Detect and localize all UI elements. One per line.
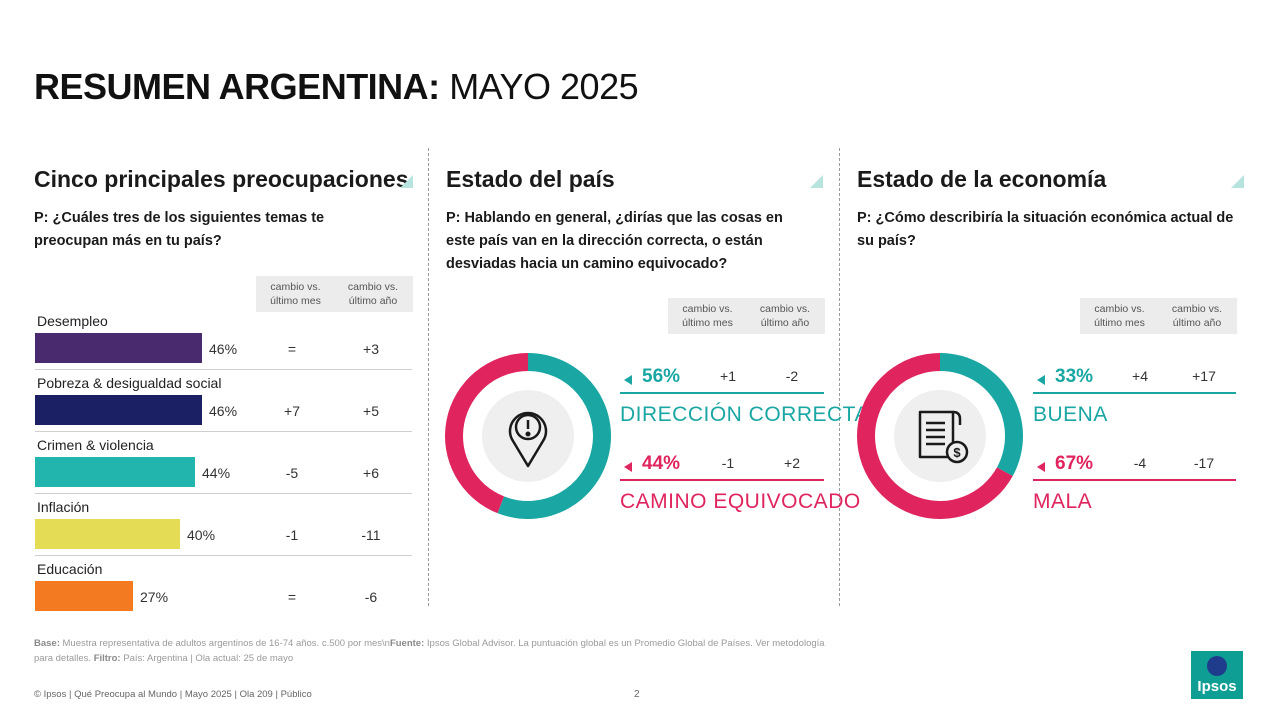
bar-value-label: 46% [209, 341, 238, 357]
footnote-source-text: Ipsos Global Advisor. La puntuación glob… [34, 638, 825, 664]
bar-value-label: 46% [209, 403, 238, 419]
legend-underline [1033, 392, 1236, 394]
legend-value: 67% [1055, 453, 1094, 474]
bar-value-label: 27% [140, 589, 169, 605]
economy-donut-chart: $ [857, 353, 1023, 519]
invoice-dollar-icon: $ [918, 410, 969, 464]
economy-question: P: ¿Cómo describiría la situación económ… [857, 210, 1234, 249]
country-question: P: Hablando en general, ¿dirías que las … [446, 210, 783, 272]
legend-arrow-icon [624, 462, 632, 472]
bar-label: Pobreza & desigualdad social [37, 375, 222, 391]
legend-change-year: +2 [784, 455, 800, 471]
legend-change-month: +4 [1132, 368, 1148, 384]
legend-arrow-icon [624, 375, 632, 385]
bar-value-label: 44% [202, 465, 231, 481]
change-year-header: cambio vs. último año [1157, 298, 1237, 334]
change-month-header: cambio vs. último mes [668, 298, 747, 334]
footnote-base-text: Muestra representativa de adultos argent… [62, 638, 390, 649]
bar-change-year: +3 [363, 341, 379, 357]
change-year-header: cambio vs. último año [333, 276, 413, 312]
coin [945, 440, 969, 464]
corner-icon [400, 175, 413, 188]
legend-change-month: -4 [1133, 455, 1147, 471]
change-month-header: cambio vs. último mes [256, 276, 335, 312]
country-donut-chart [445, 353, 611, 519]
change-year-header: cambio vs. último año [745, 298, 825, 334]
bar-change-year: +6 [363, 465, 379, 481]
legend-label: DIRECCIÓN CORRECTA [620, 403, 869, 426]
bar [35, 519, 180, 549]
bar-change-year: -11 [361, 527, 381, 543]
ipsos-logo: Ipsos [1191, 651, 1243, 699]
bar [35, 333, 202, 363]
footnote-base-label: Base: [34, 638, 60, 649]
bar-label: Crimen & violencia [37, 437, 154, 453]
row-divider [35, 493, 412, 494]
legend-underline [1033, 479, 1236, 481]
bar-label: Inflación [37, 499, 90, 515]
bar-change-month: -1 [285, 527, 299, 543]
footnote-source-label: Fuente: [389, 638, 425, 649]
dollar-sign: $ [953, 445, 961, 460]
logo-text: Ipsos [1197, 678, 1237, 695]
legend-arrow-icon [1037, 375, 1045, 385]
legend-change-year: -17 [1193, 455, 1215, 471]
bar-change-year: +5 [363, 403, 379, 419]
corner-icon [1231, 175, 1244, 188]
bar-value-label: 40% [187, 527, 216, 543]
bar-change-month: +7 [284, 403, 300, 419]
legend-underline [620, 479, 824, 481]
legend-change-year: -2 [785, 368, 799, 384]
bar [35, 457, 195, 487]
row-divider [35, 431, 412, 432]
bar-change-month: -5 [285, 465, 299, 481]
bar-label: Educación [37, 561, 103, 577]
bar-change-month: = [287, 589, 297, 605]
corner-icon [810, 175, 823, 188]
legend-arrow-icon [1037, 462, 1045, 472]
page-title-bold: RESUMEN ARGENTINA: [34, 66, 440, 107]
legend-value: 56% [642, 366, 681, 387]
legend-value: 44% [642, 453, 681, 474]
page-title: RESUMEN ARGENTINA: MAYO 2025 [34, 66, 639, 108]
divider [428, 148, 429, 606]
logo-mark-icon [1207, 656, 1227, 676]
page-title-date: MAYO 2025 [449, 66, 639, 107]
footnote-filter-label: Filtro: [93, 653, 121, 664]
page-number: 2 [634, 689, 640, 700]
row-divider [35, 555, 412, 556]
pin-outline [508, 411, 548, 468]
footnote: Base: Muestra representativa de adultos … [34, 636, 844, 666]
legend-value: 33% [1055, 366, 1094, 387]
legend-underline [620, 392, 824, 394]
bar-change-year: -6 [364, 589, 378, 605]
footer-text: © Ipsos | Qué Preocupa al Mundo | Mayo 2… [34, 689, 312, 700]
bar-label: Desempleo [37, 313, 108, 329]
legend-label: MALA [1033, 490, 1093, 513]
country-title: Estado del país [446, 166, 615, 192]
bar [35, 581, 133, 611]
divider [839, 148, 840, 606]
legend-change-month: +1 [720, 368, 736, 384]
economy-title: Estado de la economía [857, 166, 1107, 192]
bar [35, 395, 202, 425]
row-divider [35, 369, 412, 370]
exclamation-dot [525, 431, 531, 437]
legend-label: CAMINO EQUIVOCADO [620, 490, 861, 513]
concerns-question: P: ¿Cuáles tres de los siguientes temas … [34, 210, 325, 249]
pin-circle [514, 413, 542, 441]
bar-change-month: = [287, 341, 297, 357]
concerns-title: Cinco principales preocupaciones [34, 166, 409, 192]
legend-label: BUENA [1033, 403, 1108, 426]
warning-pin-icon [508, 411, 548, 468]
footnote-filter-text: País: Argentina | Ola actual: 25 de mayo [123, 653, 294, 664]
donut-slice [497, 353, 611, 519]
change-month-header: cambio vs. último mes [1080, 298, 1159, 334]
donut-slice [940, 353, 1023, 476]
document-curl [952, 410, 962, 425]
donut-slice [445, 353, 528, 514]
legend-change-month: -1 [721, 455, 735, 471]
legend-change-year: +17 [1192, 368, 1216, 384]
